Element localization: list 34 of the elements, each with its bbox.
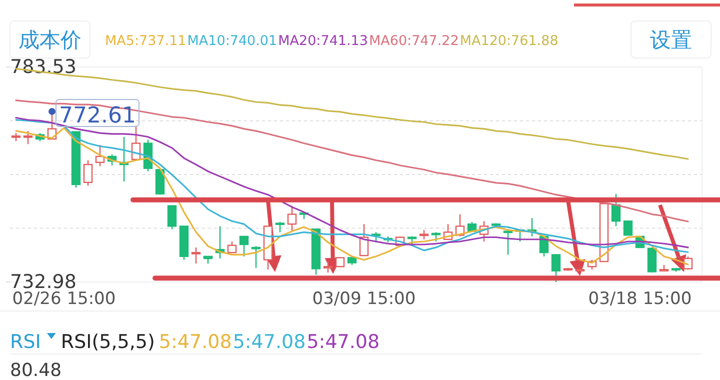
x-tick-label: 03/18 15:00 [588, 289, 692, 309]
candlestick [95, 144, 105, 167]
text: RSI(5,5,5) [60, 331, 155, 353]
candlestick [167, 205, 177, 230]
candlestick [251, 246, 261, 268]
legend-label: 5:47.08 [232, 331, 306, 353]
candlestick [647, 248, 657, 274]
candlestick [623, 220, 633, 236]
candlestick [551, 254, 561, 283]
candlestick [323, 260, 333, 274]
candlestick [359, 223, 369, 256]
candlestick [83, 160, 93, 186]
text: MA60:747.22 [368, 33, 459, 49]
text: MA120:761.88 [460, 33, 558, 49]
text: 设置 [650, 28, 692, 52]
candlestick [227, 240, 237, 254]
candlestick [419, 229, 429, 240]
text: MA10:740.01 [187, 33, 278, 49]
candlestick [611, 193, 621, 227]
candlestick [239, 236, 249, 257]
x-tick-label: 03/09 15:00 [312, 289, 416, 309]
legend-label: 5:47.08 [306, 331, 380, 353]
text: MA5:737.11 [105, 33, 186, 49]
text: RSI [10, 331, 41, 353]
text: 80.48 [10, 360, 62, 380]
text: 成本价 [18, 28, 82, 52]
candlestick [275, 221, 285, 233]
candlestick [503, 228, 513, 256]
candlestick [287, 205, 297, 233]
annotation: 772.61 [59, 103, 136, 128]
text: MA20:741.13 [278, 33, 368, 49]
candlestick [23, 130, 33, 145]
candlestick [191, 246, 201, 264]
legend-label: 5:47.08 [158, 331, 232, 353]
